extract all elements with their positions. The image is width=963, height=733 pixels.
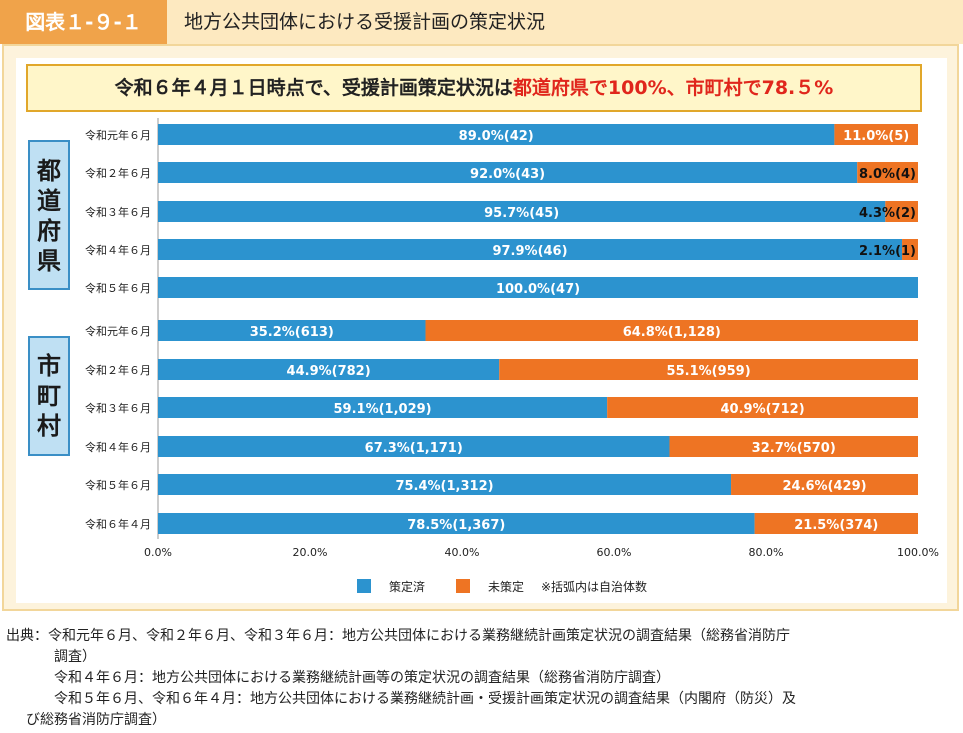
group-box-municipalities: 市町村	[28, 336, 70, 456]
legend-note: ※括弧内は自治体数	[541, 579, 647, 594]
bar-not-completed	[499, 359, 918, 380]
category-label: 令和６年４月	[85, 517, 151, 531]
data-label-completed: 44.9%(782)	[287, 364, 371, 379]
legend-label-completed: 策定済	[389, 579, 425, 594]
bar-completed	[158, 397, 608, 418]
data-label-not-completed: 8.0%(4)	[859, 167, 916, 182]
category-label: 令和５年６月	[85, 478, 151, 492]
source-line: 令和５年６月、令和６年４月：地方公共団体における業務継続計画・受援計画策定状況の…	[54, 691, 796, 707]
data-label-completed: 78.5%(1,367)	[407, 518, 505, 533]
data-label-completed: 100.0%(47)	[496, 282, 580, 297]
data-label-not-completed: 24.6%(429)	[782, 479, 866, 494]
source-line: び総務省消防庁調査）	[26, 712, 166, 728]
legend-swatch-not-completed	[456, 579, 470, 593]
summary-banner: 令和６年４月１日時点で、受援計画策定状況は都道府県で100%、市町村で78.５%	[26, 64, 922, 112]
category-label: 令和元年６月	[85, 128, 151, 142]
banner-highlight: 都道府県で100%、市町村で78.５%	[512, 77, 834, 99]
x-tick-label: 80.0%	[749, 546, 784, 559]
category-label: 令和４年６月	[85, 243, 151, 257]
data-label-completed: 89.0%(42)	[459, 129, 534, 144]
bar-completed	[158, 124, 835, 145]
bar-completed	[158, 320, 426, 341]
bar-completed	[158, 162, 858, 183]
bar-not-completed	[885, 201, 918, 222]
bar-completed	[158, 436, 670, 457]
data-label-not-completed: 64.8%(1,128)	[623, 325, 721, 340]
bar-completed	[158, 239, 903, 260]
data-label-not-completed: 21.5%(374)	[794, 518, 878, 533]
bar-not-completed	[902, 239, 918, 260]
legend-label-not-completed: 未策定	[488, 579, 524, 594]
data-label-not-completed: 2.1%(1)	[859, 244, 916, 259]
category-label: 令和３年６月	[85, 401, 151, 415]
banner-text: 令和６年４月１日時点で、受援計画策定状況は	[114, 77, 513, 99]
bar-completed	[158, 277, 918, 298]
x-tick-label: 0.0%	[144, 546, 172, 559]
category-label: 令和３年６月	[85, 205, 151, 219]
bar-completed	[158, 359, 500, 380]
bar-not-completed	[857, 162, 918, 183]
figure-title: 地方公共団体における受援計画の策定状況	[184, 11, 546, 33]
bar-not-completed	[731, 474, 918, 495]
bar-completed	[158, 474, 732, 495]
category-label: 令和２年６月	[85, 363, 151, 377]
source-line: 出典：令和元年６月、令和２年６月、令和３年６月：地方公共団体における業務継続計画…	[6, 628, 790, 644]
data-label-completed: 67.3%(1,171)	[365, 441, 463, 456]
data-label-completed: 59.1%(1,029)	[334, 402, 432, 417]
bar-not-completed	[607, 397, 918, 418]
x-tick-label: 100.0%	[897, 546, 939, 559]
group-label-text: 市町村	[37, 352, 61, 440]
x-tick-label: 60.0%	[597, 546, 632, 559]
group-label-municipalities: 市町村	[30, 351, 68, 441]
category-label: 令和４年６月	[85, 440, 151, 454]
data-label-not-completed: 40.9%(712)	[721, 402, 805, 417]
bar-not-completed	[754, 513, 918, 534]
group-label-prefectures: 都道府県	[30, 156, 68, 276]
bar-completed	[158, 201, 886, 222]
category-label: 令和５年６月	[85, 281, 151, 295]
bar-not-completed	[425, 320, 918, 341]
data-label-completed: 97.9%(46)	[492, 244, 567, 259]
data-label-not-completed: 11.0%(5)	[843, 129, 909, 144]
source-note: 出典：令和元年６月、令和２年６月、令和３年６月：地方公共団体における業務継続計画…	[6, 626, 958, 731]
data-label-not-completed: 32.7%(570)	[752, 441, 836, 456]
data-label-completed: 75.4%(1,312)	[395, 479, 493, 494]
bar-not-completed	[669, 436, 918, 457]
source-line: 調査）	[54, 649, 96, 665]
data-label-completed: 92.0%(43)	[470, 167, 545, 182]
group-box-prefectures: 都道府県	[28, 140, 70, 290]
data-label-completed: 95.7%(45)	[484, 206, 559, 221]
x-tick-label: 40.0%	[445, 546, 480, 559]
bar-not-completed	[834, 124, 918, 145]
source-line: 令和４年６月：地方公共団体における業務継続計画等の策定状況の調査結果（総務省消防…	[54, 670, 670, 686]
stacked-bar-chart: 令和元年６月 89.0%(42) 11.0%(5) 令和２年６月 92.0%(43) 8.…	[85, 118, 939, 594]
data-label-not-completed: 55.1%(959)	[667, 364, 751, 379]
legend-swatch-completed	[357, 579, 371, 593]
group-label-text: 都道府県	[37, 157, 61, 275]
category-label: 令和元年６月	[85, 324, 151, 338]
data-label-completed: 35.2%(613)	[250, 325, 334, 340]
bar-completed	[158, 513, 755, 534]
data-label-not-completed: 4.3%(2)	[859, 206, 916, 221]
category-label: 令和２年６月	[85, 166, 151, 180]
figure-label: 図表１-９-１	[0, 0, 167, 44]
x-tick-label: 20.0%	[293, 546, 328, 559]
